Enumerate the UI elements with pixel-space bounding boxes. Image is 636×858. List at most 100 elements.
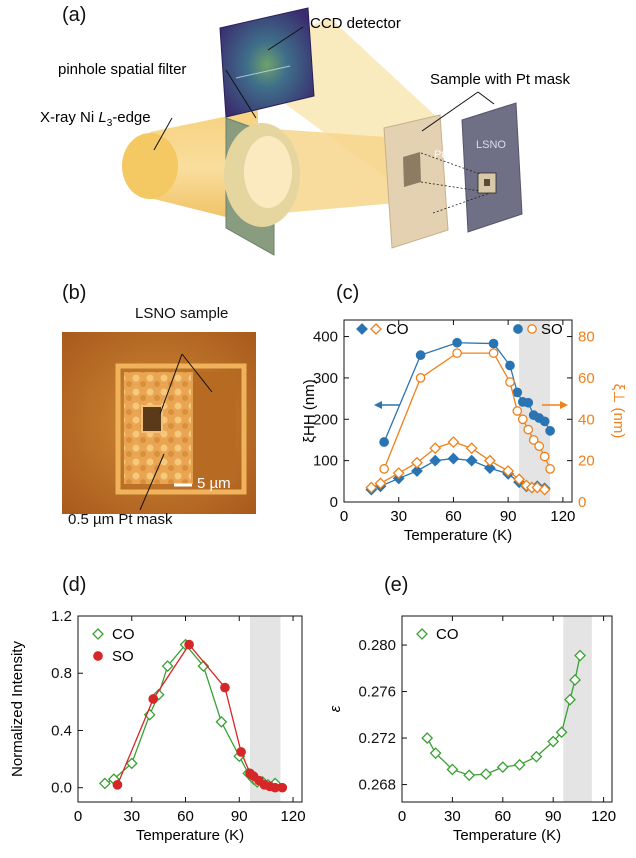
data-point-0 (197, 660, 210, 672)
legend-co: CO (436, 626, 459, 643)
data-point-3 (379, 464, 389, 474)
x-tick-label: 90 (500, 508, 517, 525)
data-point-3 (534, 441, 545, 452)
data-point-0 (569, 674, 581, 686)
data-point-1 (112, 779, 123, 790)
y2-tick-label: 80 (578, 329, 595, 346)
data-point-1 (429, 442, 442, 455)
legend-marker-so (93, 651, 103, 661)
legend-marker-so-2 (527, 324, 537, 334)
legend-marker-so (513, 324, 523, 334)
chart-d: 0 30 60 90 120 0.0 0.4 0.8 1.2 Temperature (K) Nor… (9, 608, 306, 844)
data-point-0 (564, 693, 576, 706)
data-point-2 (545, 426, 555, 436)
chart-e: 0 30 60 90 120 0.268 0.272 0.276 0.280 Temperatur… (327, 615, 616, 844)
left-axis-arrowhead (374, 401, 382, 409)
data-point-1 (484, 454, 496, 467)
data-point-1 (220, 682, 230, 693)
x-tick-label: 90 (231, 808, 248, 825)
plot-frame (401, 615, 613, 803)
data-point-1 (513, 473, 526, 486)
data-point-3 (505, 377, 515, 387)
data-point-0 (480, 768, 492, 781)
data-point-0 (465, 454, 478, 467)
y-tick-label: 0.268 (358, 777, 396, 794)
pt-label: Pt (434, 149, 444, 161)
data-point-0 (513, 758, 526, 771)
data-point-1 (447, 436, 460, 448)
beam-end (122, 133, 178, 199)
scale-bar-label: 5 µm (197, 475, 231, 492)
data-point-3 (488, 348, 499, 358)
legend-so: SO (112, 648, 134, 665)
series-line-0 (426, 655, 581, 776)
sample-callout-2 (477, 91, 495, 105)
x-axis-label: Temperature (K) (453, 827, 561, 844)
y-axis-label: ε (327, 705, 344, 712)
y2-tick-label: 40 (578, 411, 595, 428)
data-point-3 (545, 464, 555, 474)
y-tick-label: 1.2 (51, 608, 72, 625)
data-point-1 (411, 456, 423, 469)
panel-label-d: (d) (62, 574, 87, 596)
legend-so: SO (541, 321, 563, 338)
data-point-0 (429, 454, 442, 467)
data-point-3 (517, 414, 528, 425)
legend-marker-co-2 (370, 323, 382, 335)
data-point-0 (484, 462, 496, 475)
x-tick-label: 0 (398, 808, 406, 825)
y2-tick-label: 20 (578, 453, 595, 470)
data-point-2 (488, 338, 499, 349)
data-point-2 (523, 397, 534, 408)
y2-tick-label: 0 (578, 494, 586, 511)
sample-micrograph (62, 332, 256, 514)
x-tick-label: 90 (545, 808, 562, 825)
data-point-1 (374, 477, 387, 490)
y-tick-label: 400 (313, 329, 338, 346)
right-axis-arrowhead (560, 401, 568, 409)
pt-mask-label: 0.5 µm Pt mask (68, 511, 173, 528)
data-point-3 (523, 424, 534, 435)
data-point-1 (277, 782, 288, 793)
panel-label-e: (e) (384, 574, 409, 596)
data-point-2 (505, 360, 515, 371)
y-tick-label: 0.280 (358, 637, 396, 654)
data-point-0 (421, 732, 434, 744)
data-point-1 (538, 483, 551, 496)
y2-axis-label: ξ⊥ (nm) (610, 384, 627, 439)
data-point-0 (98, 777, 111, 790)
data-point-3 (512, 406, 523, 416)
x-tick-label: 30 (123, 808, 140, 825)
y-tick-label: 0.276 (358, 684, 396, 701)
x-axis-label: Temperature (K) (136, 827, 244, 844)
data-point-0 (446, 763, 459, 776)
setup-schematic: Pt LSNO CCD detector pinhole spatial fil… (40, 7, 571, 256)
data-point-0 (547, 735, 560, 748)
lsno-sample-label: LSNO sample (135, 305, 229, 322)
x-tick-label: 120 (281, 808, 306, 825)
plot-frame (343, 319, 573, 503)
y-tick-label: 0.4 (51, 722, 72, 739)
legend-co: CO (112, 626, 135, 643)
data-point-2 (379, 437, 389, 447)
x-axis-label: Temperature (K) (404, 527, 512, 544)
data-point-0 (574, 649, 586, 662)
panel-label-a: (a) (62, 4, 87, 26)
xray-callout (153, 117, 173, 151)
data-point-0 (161, 660, 174, 672)
data-point-2 (415, 350, 426, 361)
ccd-label: CCD detector (310, 15, 401, 32)
transition-region (250, 616, 281, 802)
data-point-1 (365, 481, 378, 494)
legend-marker-co (356, 323, 368, 335)
y-tick-label: 0.272 (358, 730, 396, 747)
pinhole-label: pinhole spatial filter (58, 61, 186, 78)
panel-label-c: (c) (336, 282, 360, 304)
sample-callout-1 (421, 91, 479, 132)
y-axis-label: Normalized Intensity (9, 641, 26, 777)
xray-label: X-ray Ni L3-edge (40, 109, 151, 129)
y-tick-label: 300 (313, 370, 338, 387)
pinhole-callout (225, 69, 257, 119)
data-point-0 (411, 465, 423, 477)
data-point-3 (415, 373, 426, 383)
